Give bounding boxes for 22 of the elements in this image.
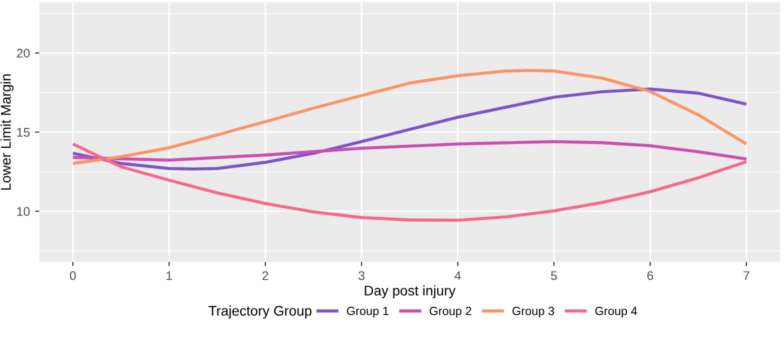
y-axis-title: Lower Limit Margin [0,74,14,190]
x-tick-label: 2 [262,271,268,280]
x-tick-label: 7 [744,271,750,280]
y-tick-label: 10 [17,207,30,216]
legend-label: Group 4 [595,306,638,318]
x-axis-title: Day post injury [364,285,456,298]
line-series [71,142,748,222]
x-tick-label: 6 [647,271,654,280]
legend-label: Group 3 [512,306,554,318]
x-tick-label: 3 [358,271,364,280]
y-tick-label: 15 [17,128,30,137]
line-series [71,140,748,162]
legend-label: Group 2 [430,306,472,318]
legend-label: Group 1 [346,306,388,318]
x-tick-label: 4 [454,271,461,280]
line-series [71,68,748,165]
x-tick-label: 1 [166,271,172,280]
legend-title: Trajectory Group [208,306,312,318]
line-series [71,88,748,170]
x-tick-label: 0 [70,271,76,280]
x-tick-label: 5 [550,271,557,280]
y-tick-label: 20 [16,48,30,58]
